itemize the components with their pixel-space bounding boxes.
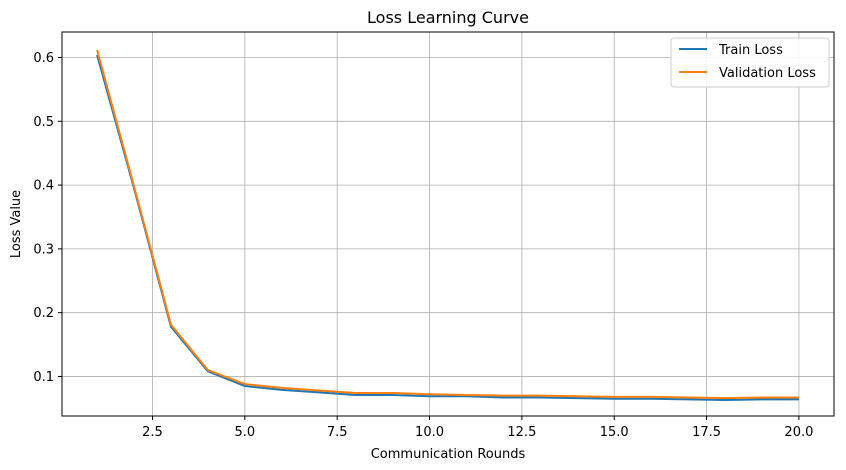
axis-ticks: 2.5 5.0 7.5 10.0 12.5 15.0 17.5 20.0 0.1 0.2 0.3 0.…	[33, 51, 813, 440]
y-tick-label: 0.1	[33, 370, 54, 385]
x-axis-title: Communication Rounds	[371, 447, 526, 462]
legend-box	[670, 37, 830, 88]
y-tick-label: 0.4	[33, 179, 54, 194]
y-tick-label: 0.3	[33, 242, 54, 257]
legend: Train Loss Validation Loss	[670, 37, 830, 88]
x-tick-label: 15.0	[600, 425, 629, 440]
chart-title: Loss Learning Curve	[367, 8, 529, 27]
x-tick-label: 7.5	[327, 425, 348, 440]
grid	[62, 32, 834, 416]
series-line-train-loss	[96, 54, 799, 402]
y-tick-label: 0.6	[33, 51, 54, 66]
legend-label-validation-loss: Validation Loss	[719, 66, 816, 81]
series-lines	[96, 49, 799, 402]
series-line-validation-loss	[96, 49, 799, 400]
legend-label-train-loss: Train Loss	[718, 43, 783, 58]
y-axis-title: Loss Value	[9, 190, 24, 258]
x-tick-label: 17.5	[692, 425, 721, 440]
x-tick-label: 12.5	[507, 425, 536, 440]
x-tick-label: 2.5	[142, 425, 163, 440]
plot-frame	[61, 31, 835, 417]
x-tick-label: 10.0	[415, 425, 444, 440]
x-tick-label: 20.0	[784, 425, 813, 440]
x-tick-label: 5.0	[234, 425, 255, 440]
y-tick-label: 0.2	[33, 306, 54, 321]
y-tick-label: 0.5	[33, 115, 54, 130]
